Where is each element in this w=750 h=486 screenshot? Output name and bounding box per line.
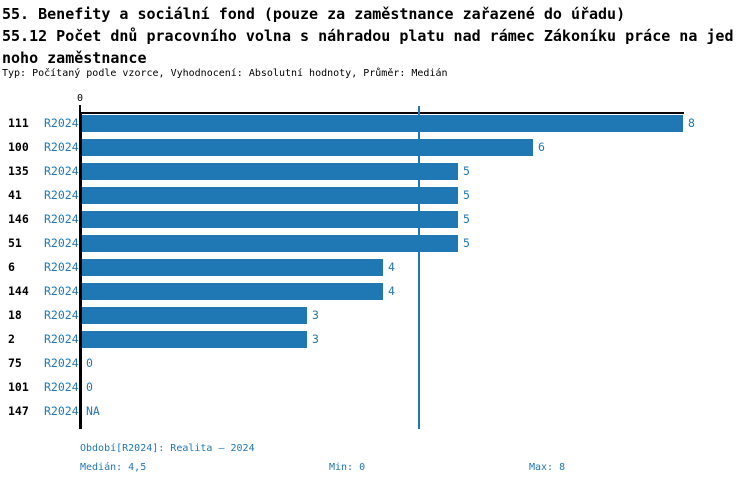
row-period-label: R2024 [44,356,79,370]
row-period-label: R2024 [44,188,79,202]
footer-period-label: Období[R2024]: Realita – 2024 [80,443,255,454]
x-axis-zero-tick-label: 0 [76,93,84,104]
row-id-label: 18 [8,308,22,322]
bar-value-label: 3 [312,332,319,346]
bar-value-label: 5 [463,236,470,250]
bar-value-label: 8 [688,116,695,130]
row-id-label: 147 [8,404,29,418]
bar-value-label: 6 [538,140,545,154]
bar-value-label: 4 [388,260,395,274]
footer-median-label: Medián: 4,5 [80,462,147,473]
row-period-label: R2024 [44,164,79,178]
bar-value-label: 0 [86,356,93,370]
median-line [418,106,420,429]
bar-value-label: 5 [463,164,470,178]
row-id-label: 135 [8,164,29,178]
row-id-label: 2 [8,332,15,346]
bar [82,283,383,300]
row-period-label: R2024 [44,332,79,346]
bar-value-label: 5 [463,188,470,202]
x-axis-line [80,112,684,114]
bar-value-label: 4 [388,284,395,298]
bar [82,139,533,156]
row-period-label: R2024 [44,404,79,418]
bar-value-label: 0 [86,380,93,394]
y-axis-line [79,112,82,429]
bar [82,235,458,252]
bar-value-label: 3 [312,308,319,322]
bar [82,187,458,204]
row-id-label: 100 [8,140,29,154]
row-period-label: R2024 [44,140,79,154]
row-period-label: R2024 [44,380,79,394]
bar [82,163,458,180]
row-period-label: R2024 [44,212,79,226]
bar [82,115,683,132]
chart-title-line1: 55. Benefity a sociální fond (pouze za z… [2,5,626,23]
bar-value-label: NA [86,404,100,418]
row-period-label: R2024 [44,236,79,250]
row-id-label: 101 [8,380,29,394]
row-id-label: 144 [8,284,29,298]
row-id-label: 6 [8,260,15,274]
chart-title-line2: 55.12 Počet dnů pracovního volna s náhra… [2,27,734,45]
row-id-label: 51 [8,236,22,250]
row-period-label: R2024 [44,308,79,322]
bar [82,331,307,348]
x-axis-zero-tick [79,105,81,113]
row-period-label: R2024 [44,260,79,274]
bar [82,211,458,228]
row-period-label: R2024 [44,284,79,298]
row-id-label: 41 [8,188,22,202]
row-id-label: 111 [8,116,29,130]
row-id-label: 146 [8,212,29,226]
chart-title-line3: noho zaměstnance [2,49,147,67]
row-period-label: R2024 [44,116,79,130]
bar [82,259,383,276]
row-id-label: 75 [8,356,22,370]
footer-min-label: Min: 0 [329,462,366,473]
chart-meta-line: Typ: Počítaný podle vzorce, Vyhodnocení:… [2,68,448,79]
bar-value-label: 5 [463,212,470,226]
footer-max-label: Max: 8 [529,462,566,473]
bar [82,307,307,324]
